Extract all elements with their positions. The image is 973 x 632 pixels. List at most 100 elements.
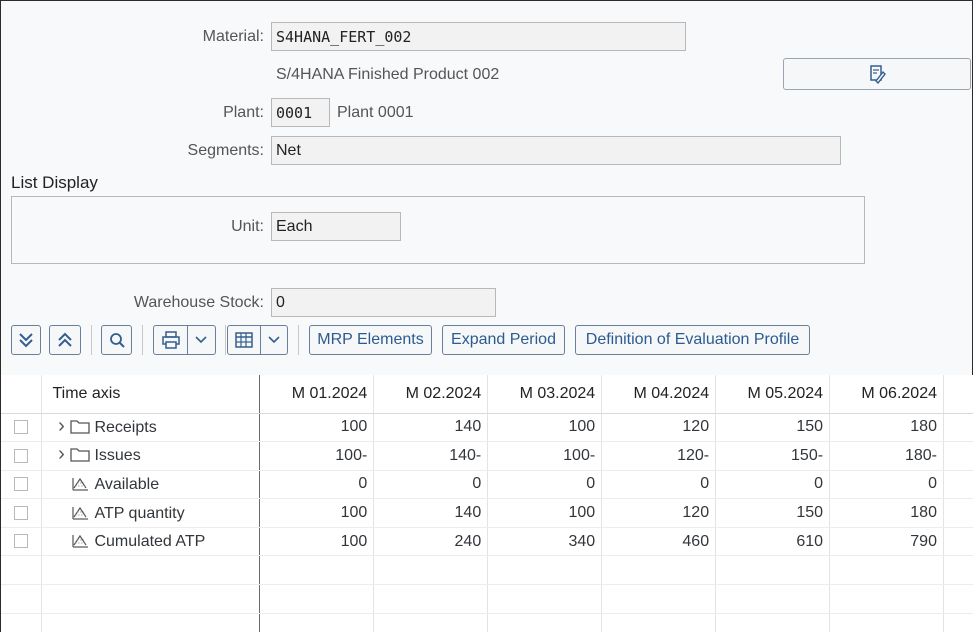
row-select-cell	[1, 527, 43, 557]
value-cell	[601, 613, 717, 632]
period-header[interactable]: M 05.2024	[715, 375, 831, 414]
time-axis-table: Time axis M 01.2024 M 02.2024 M 03.2024 …	[1, 375, 973, 632]
warehouse-stock-label: Warehouse Stock:	[133, 294, 264, 311]
value-cell[interactable]: 100-	[259, 441, 375, 471]
value-cell[interactable]: 460	[601, 527, 717, 557]
period-header[interactable]: M 06.2024	[829, 375, 944, 414]
row-label-cell	[41, 584, 261, 614]
row-checkbox[interactable]	[14, 505, 29, 520]
expand-period-button[interactable]: Expand Period	[442, 325, 565, 355]
row-label: Available	[94, 475, 160, 493]
value-cell[interactable]: 340	[487, 527, 603, 557]
layout-menu-button[interactable]	[227, 325, 288, 355]
toolbar-separator	[298, 325, 299, 355]
value-cell[interactable]: 240	[373, 527, 489, 557]
empty-row	[1, 584, 973, 614]
plant-label: Plant:	[223, 104, 264, 121]
value-cell[interactable]: 0	[601, 470, 717, 500]
edit-icon	[870, 65, 886, 84]
value-cell	[487, 555, 603, 586]
value-cell[interactable]: 120	[601, 498, 717, 528]
value-cell[interactable]: 0	[487, 470, 603, 500]
value-cell[interactable]: 100	[487, 413, 603, 443]
expand-chevron-icon[interactable]: ›	[58, 414, 65, 437]
row-label-cell: Available	[41, 470, 261, 500]
value-cell[interactable]: 140	[373, 413, 489, 443]
period-header[interactable]: M 01.2024	[259, 375, 375, 414]
value-cell[interactable]: 180-	[829, 441, 944, 471]
double-chevron-up-icon	[58, 332, 72, 347]
row-select-cell	[1, 413, 43, 443]
value-cell	[829, 613, 944, 632]
list-display-title: List Display	[11, 173, 98, 192]
value-cell[interactable]: 0	[259, 470, 375, 500]
segments-field[interactable]: Net	[271, 136, 841, 165]
table-layout-icon	[235, 332, 253, 348]
value-cell[interactable]: 100	[487, 498, 603, 528]
time-axis-header: Time axis	[41, 375, 261, 414]
warehouse-stock-field[interactable]: 0	[271, 288, 496, 317]
edit-button[interactable]	[783, 58, 971, 90]
row-label-cell	[41, 555, 261, 586]
filler-cell	[943, 613, 973, 632]
table-row: › Issues 100- 140- 100- 120- 150- 180-	[1, 441, 973, 471]
print-menu-button[interactable]	[153, 325, 216, 355]
table-row: › Receipts 100 140 100 120 150 180	[1, 413, 973, 443]
row-select-cell	[1, 498, 43, 528]
value-cell[interactable]: 100	[259, 527, 375, 557]
plant-field[interactable]: 0001	[271, 98, 330, 127]
row-checkbox[interactable]	[14, 448, 29, 463]
table-row: Cumulated ATP 100 240 340 460 610 790	[1, 527, 973, 557]
value-cell[interactable]: 150	[715, 498, 831, 528]
value-cell	[487, 584, 603, 614]
value-cell[interactable]: 0	[829, 470, 944, 500]
filler-header	[943, 375, 973, 414]
find-button[interactable]	[101, 325, 132, 355]
table-row: Available 0 0 0 0 0 0	[1, 470, 973, 500]
period-header[interactable]: M 04.2024	[601, 375, 717, 414]
value-cell[interactable]: 140	[373, 498, 489, 528]
value-cell[interactable]: 0	[373, 470, 489, 500]
toolbar-separator	[142, 325, 143, 355]
row-label: Cumulated ATP	[94, 533, 206, 551]
toolbar-separator	[225, 325, 226, 355]
material-field[interactable]: S4HANA_FERT_002	[271, 22, 686, 51]
unit-field[interactable]: Each	[271, 212, 401, 241]
value-cell[interactable]: 0	[715, 470, 831, 500]
value-cell[interactable]: 120-	[601, 441, 717, 471]
value-cell[interactable]: 790	[829, 527, 944, 557]
row-label-cell: Cumulated ATP	[41, 527, 261, 557]
period-header[interactable]: M 03.2024	[487, 375, 603, 414]
value-cell[interactable]: 100-	[487, 441, 603, 471]
value-cell	[373, 613, 489, 632]
value-cell[interactable]: 150-	[715, 441, 831, 471]
value-cell	[259, 555, 375, 586]
select-column-header	[1, 375, 43, 414]
filler-cell	[943, 555, 973, 586]
search-icon	[109, 333, 125, 348]
filler-cell	[943, 498, 973, 528]
expand-all-button[interactable]	[11, 325, 41, 355]
row-label-cell: › Receipts	[41, 413, 261, 443]
folder-icon	[70, 420, 91, 434]
filler-cell	[943, 413, 973, 443]
mrp-elements-button[interactable]: MRP Elements	[309, 325, 432, 355]
row-checkbox[interactable]	[14, 534, 29, 549]
value-cell[interactable]: 180	[829, 498, 944, 528]
collapse-all-button[interactable]	[49, 325, 81, 355]
row-checkbox[interactable]	[14, 477, 29, 492]
printer-icon	[162, 331, 180, 349]
expand-chevron-icon[interactable]: ›	[58, 443, 65, 466]
row-checkbox[interactable]	[14, 420, 29, 435]
value-cell[interactable]: 100	[259, 498, 375, 528]
period-header[interactable]: M 02.2024	[373, 375, 489, 414]
value-cell[interactable]: 120	[601, 413, 717, 443]
value-cell[interactable]: 610	[715, 527, 831, 557]
value-cell[interactable]: 150	[715, 413, 831, 443]
filler-cell	[943, 584, 973, 614]
definition-evaluation-profile-button[interactable]: Definition of Evaluation Profile	[575, 325, 810, 355]
value-cell[interactable]: 180	[829, 413, 944, 443]
value-cell[interactable]: 140-	[373, 441, 489, 471]
value-cell[interactable]: 100	[259, 413, 375, 443]
value-cell	[487, 613, 603, 632]
